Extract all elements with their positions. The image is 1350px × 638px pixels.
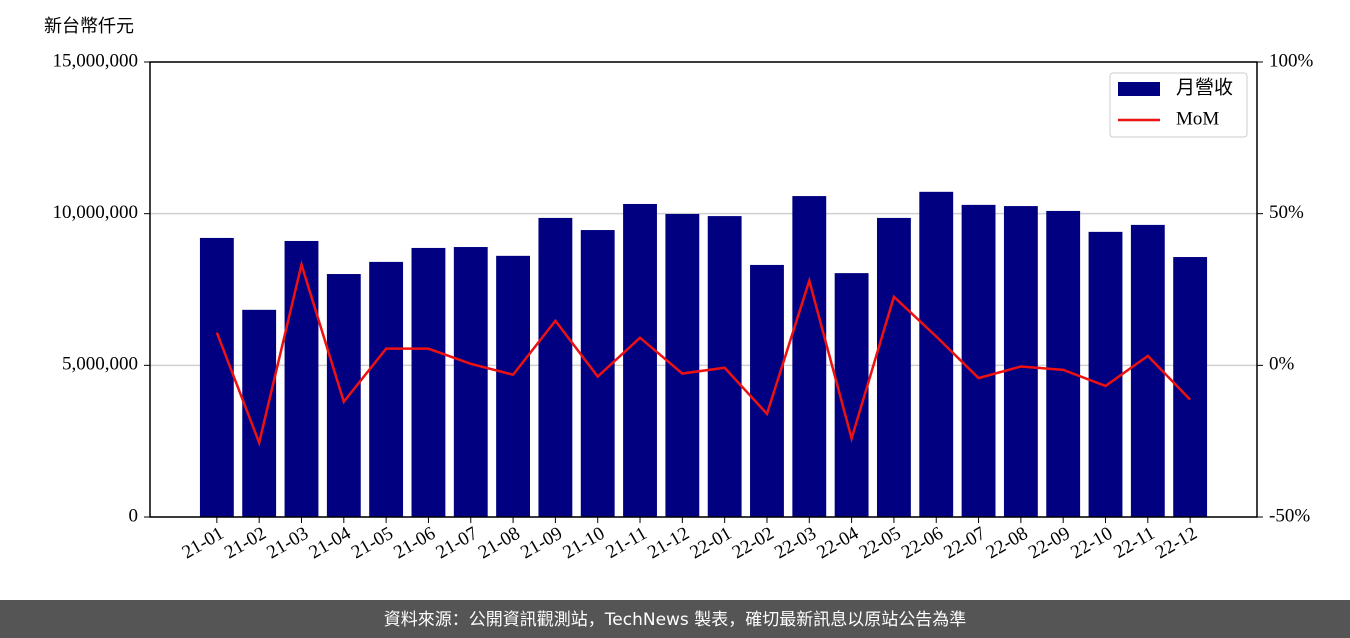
legend-label: MoM	[1176, 108, 1219, 129]
bar	[453, 247, 488, 518]
x-tick-label: 22-05	[856, 523, 905, 563]
x-tick-label: 21-08	[475, 523, 524, 563]
bar	[580, 230, 615, 517]
bar	[284, 240, 319, 517]
x-tick-label: 22-07	[940, 523, 989, 563]
bar	[876, 217, 911, 517]
bar	[919, 191, 954, 517]
bar	[750, 264, 784, 517]
bar	[1046, 210, 1081, 518]
bar	[961, 204, 996, 517]
x-tick-label: 22-09	[1025, 523, 1074, 563]
x-tick-label: 21-05	[348, 523, 397, 563]
x-tick-label: 22-10	[1067, 523, 1116, 563]
y-axis-label: 新台幣仟元	[44, 16, 134, 37]
bar	[1003, 206, 1038, 518]
plot-frame	[149, 61, 1258, 518]
x-tick-label: 22-01	[686, 523, 735, 563]
legend-swatch	[1118, 82, 1160, 96]
x-tick-label: 21-03	[263, 523, 312, 563]
legend-label: 月營收	[1176, 76, 1233, 98]
bar	[792, 196, 827, 517]
bar	[538, 217, 573, 517]
bar	[199, 237, 234, 517]
x-tick-label: 21-02	[221, 523, 270, 563]
line	[215, 259, 1192, 447]
x-tick-label: 22-08	[983, 523, 1032, 563]
bar	[326, 274, 361, 517]
x-tick-label: 21-06	[390, 523, 439, 563]
x-tick-label: 21-04	[306, 523, 355, 564]
x-tick-label: 21-10	[559, 523, 608, 563]
x-tick-label: 22-11	[1110, 523, 1158, 563]
bar	[496, 255, 531, 517]
bar	[623, 203, 657, 517]
y2-tick-label: -50%	[1269, 505, 1310, 526]
x-tick-label: 22-04	[813, 523, 862, 564]
footer-bar	[0, 600, 1350, 638]
x-tick-label: 21-07	[433, 523, 482, 563]
x-tick-label: 21-01	[179, 523, 228, 563]
x-tick-label: 22-06	[898, 523, 947, 563]
y-tick-label: 5,000,000	[62, 354, 138, 375]
source-note: 資料來源：公開資訊觀測站，TechNews 製表，確切最新訊息以原站公告為準	[384, 610, 966, 630]
x-tick-label: 22-12	[1152, 523, 1201, 563]
y-tick-label: 10,000,000	[53, 202, 139, 223]
bar	[411, 247, 446, 517]
x-tick-label: 22-02	[729, 523, 778, 563]
x-tick-label: 21-09	[517, 523, 566, 563]
x-tick-label: 21-12	[644, 523, 693, 563]
y2-tick-label: 50%	[1269, 202, 1304, 223]
y2-tick-label: 100%	[1269, 50, 1314, 71]
y2-tick-label: 0%	[1269, 354, 1295, 375]
y-tick-label: 15,000,000	[53, 50, 139, 71]
x-tick-label: 21-11	[602, 523, 650, 563]
bar	[665, 213, 700, 517]
y-tick-label: 0	[129, 505, 139, 526]
bar	[1088, 231, 1123, 517]
bar	[369, 261, 404, 517]
x-tick-label: 22-03	[771, 523, 820, 563]
bar	[1130, 224, 1165, 517]
